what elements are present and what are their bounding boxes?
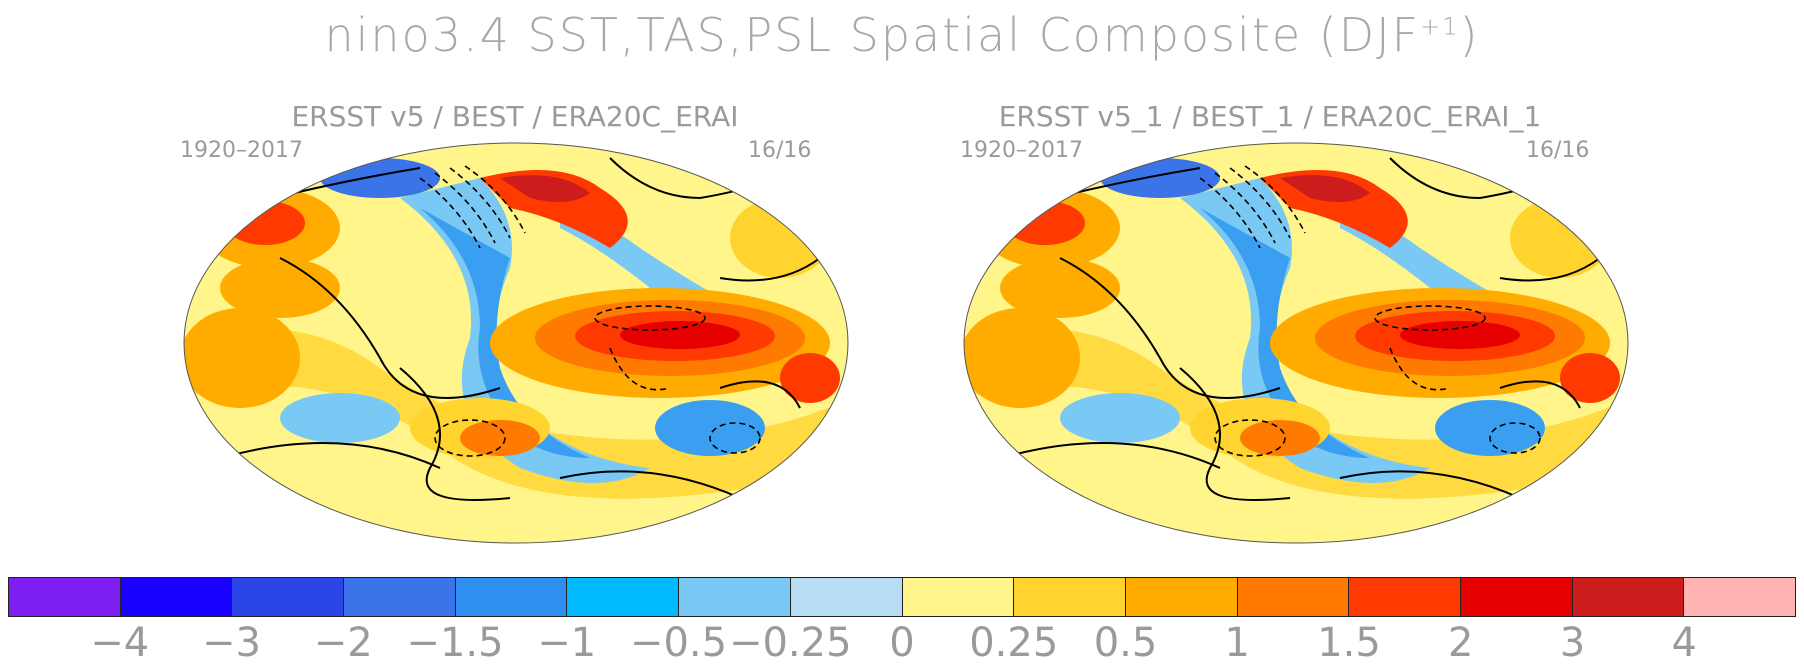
panel-2-map bbox=[960, 138, 1632, 552]
colorbar-swatch-5 bbox=[567, 578, 680, 616]
colorbar-swatch-10 bbox=[1125, 578, 1238, 616]
colorbar-tick-label: −3 bbox=[202, 620, 261, 666]
colorbar-swatch-15 bbox=[1684, 578, 1795, 616]
colorbar-swatch-14 bbox=[1572, 578, 1685, 616]
panel-2-period: 1920–2017 bbox=[960, 138, 1083, 163]
colorbar-swatch-8 bbox=[902, 578, 1015, 616]
colorbar bbox=[8, 577, 1796, 617]
colorbar-swatch-3 bbox=[344, 578, 456, 616]
panel-1-map bbox=[180, 138, 852, 552]
panel-1-count: 16/16 bbox=[748, 138, 812, 163]
colorbar-swatch-2 bbox=[232, 578, 345, 616]
colorbar-swatch-9 bbox=[1014, 578, 1126, 616]
colorbar-swatch-4 bbox=[455, 578, 568, 616]
panel-2-count: 16/16 bbox=[1526, 138, 1590, 163]
colorbar-swatch-12 bbox=[1349, 578, 1461, 616]
colorbar-tick-label: −0.5 bbox=[629, 620, 728, 666]
colorbar-swatch-1 bbox=[120, 578, 233, 616]
colorbar-tick-label: 2 bbox=[1448, 620, 1474, 666]
colorbar-tick-label: 4 bbox=[1671, 620, 1697, 666]
colorbar-tick-label: 0.25 bbox=[969, 620, 1059, 666]
map-2-svg bbox=[963, 142, 1629, 544]
colorbar-swatch-0 bbox=[9, 578, 121, 616]
colorbar-tick-label: −1 bbox=[537, 620, 597, 666]
colorbar-tick-label: −4 bbox=[90, 620, 150, 666]
colorbar-swatch-11 bbox=[1237, 578, 1350, 616]
colorbar-tick-label: 0 bbox=[889, 620, 915, 666]
map-1-svg bbox=[183, 142, 849, 544]
map-outline bbox=[183, 142, 849, 544]
colorbar-tick-label: −2 bbox=[313, 620, 373, 666]
colorbar-tick-label: 1 bbox=[1224, 620, 1250, 666]
panel-2-title: ERSST v5_1 / BEST_1 / ERA20C_ERAI_1 bbox=[998, 100, 1542, 133]
colorbar-swatch-6 bbox=[679, 578, 791, 616]
colorbar-tick-label: 0.5 bbox=[1093, 620, 1158, 666]
colorbar-swatch-13 bbox=[1460, 578, 1573, 616]
colorbar-tick-label: −0.25 bbox=[728, 620, 852, 666]
colorbar-tick-label: 1.5 bbox=[1317, 620, 1381, 666]
colorbar-swatch-7 bbox=[790, 578, 903, 616]
colorbar-tick-label: −1.5 bbox=[406, 620, 504, 666]
colorbar-tick-label: 3 bbox=[1559, 620, 1586, 666]
panel-1-period: 1920–2017 bbox=[180, 138, 303, 163]
figure-title: nino3.4 SST,TAS,PSL Spatial Composite (D… bbox=[324, 8, 1480, 62]
panel-1-title: ERSST v5 / BEST / ERA20C_ERAI bbox=[291, 100, 739, 133]
